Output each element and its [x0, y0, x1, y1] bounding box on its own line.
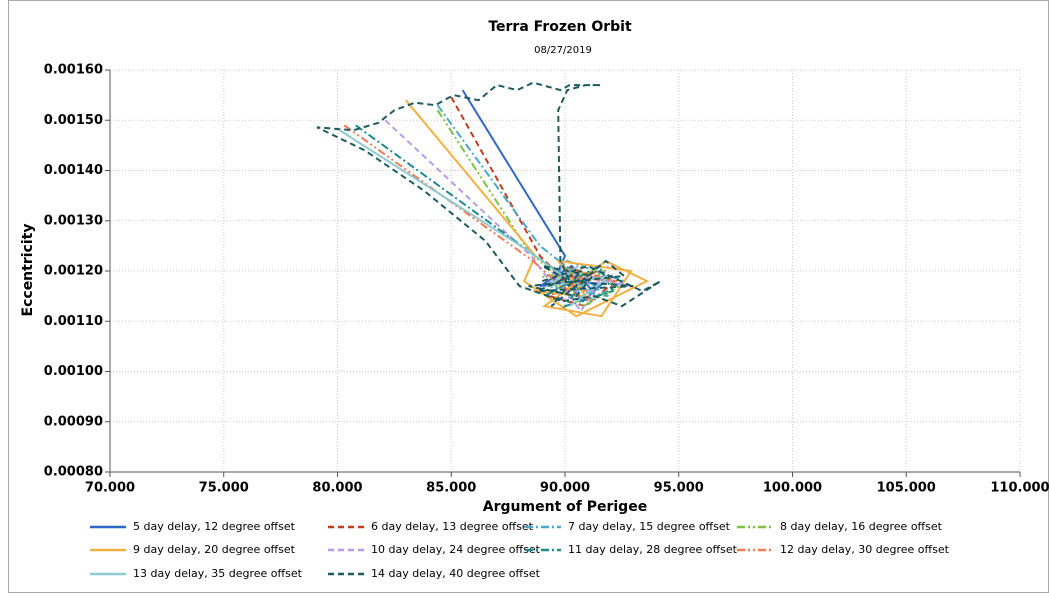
x-tick-label: 75.000: [199, 481, 249, 496]
legend-label: 13 day delay, 35 degree offset: [133, 567, 303, 580]
chart-title: Terra Frozen Orbit: [488, 19, 632, 35]
y-axis-label: Eccentricity: [20, 224, 36, 317]
chart-subtitle: 08/27/2019: [534, 45, 592, 56]
series-line: [316, 81, 662, 308]
series-line: [339, 129, 612, 308]
legend-label: 11 day delay, 28 degree offset: [568, 543, 738, 556]
legend-label: 5 day delay, 12 degree offset: [133, 520, 296, 533]
x-tick-label: 100.000: [763, 481, 822, 496]
legend-label: 8 day delay, 16 degree offset: [780, 520, 943, 533]
x-tick-label: 105.000: [877, 481, 936, 496]
y-tick-label: 0.00100: [44, 364, 103, 379]
x-tick-label: 110.000: [990, 481, 1049, 496]
y-tick-label: 0.00130: [44, 213, 103, 228]
legend-label: 10 day delay, 24 degree offset: [371, 543, 541, 556]
y-tick-label: 0.00110: [44, 314, 103, 329]
legend-label: 9 day delay, 20 degree offset: [133, 543, 296, 556]
x-tick-label: 85.000: [426, 481, 476, 496]
y-tick-label: 0.00090: [44, 414, 103, 429]
x-axis-label: Argument of Perigee: [483, 499, 647, 515]
x-tick-label: 90.000: [540, 481, 590, 496]
y-tick-label: 0.00150: [44, 113, 103, 128]
y-tick-label: 0.00120: [44, 264, 103, 279]
y-tick-label: 0.00140: [44, 163, 103, 178]
series-line: [436, 109, 623, 308]
legend-label: 7 day delay, 15 degree offset: [568, 520, 731, 533]
series-line: [384, 119, 629, 314]
y-tick-label: 0.00160: [44, 63, 103, 78]
x-tick-label: 70.000: [85, 481, 135, 496]
frame: [8, 0, 1049, 593]
legend-label: 14 day delay, 40 degree offset: [371, 567, 541, 580]
legend-label: 12 day delay, 30 degree offset: [780, 543, 950, 556]
legend-label: 6 day delay, 13 degree offset: [371, 520, 534, 533]
x-tick-label: 80.000: [312, 481, 362, 496]
x-tick-label: 95.000: [654, 481, 704, 496]
y-tick-label: 0.00080: [44, 465, 103, 480]
